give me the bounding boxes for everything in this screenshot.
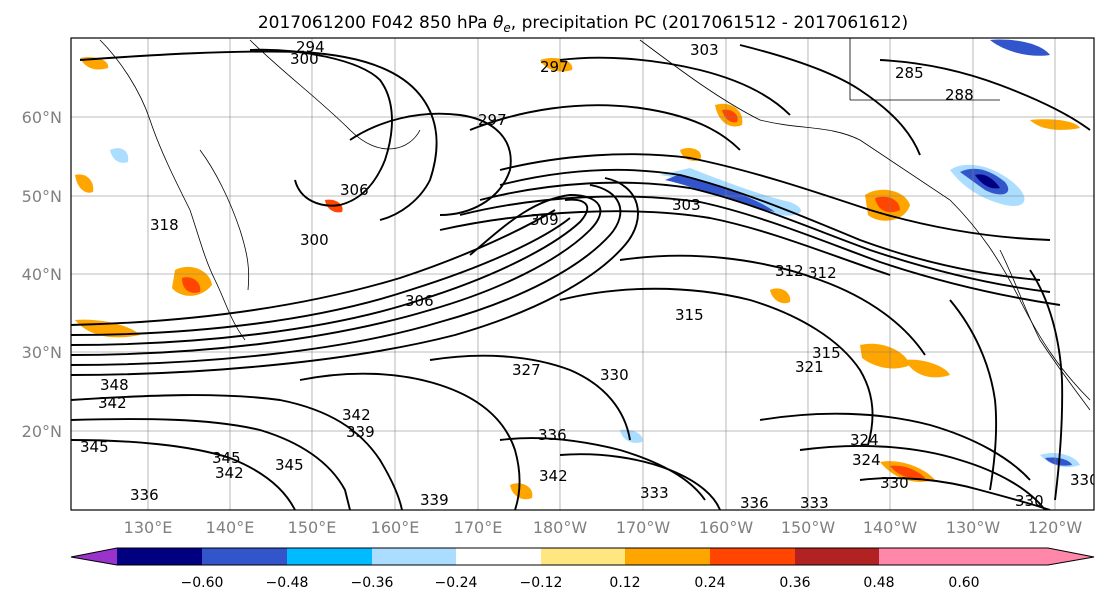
contour-label: 315: [675, 306, 704, 324]
colorbar-tick-label: −0.12: [520, 575, 563, 591]
colorbar-swatch: [879, 548, 964, 565]
colorbar-tick-label: −0.24: [435, 575, 478, 591]
contour-label: 306: [340, 181, 369, 199]
contour-label: 336: [538, 426, 567, 444]
contour-label: 288: [945, 86, 974, 104]
contour-label: 333: [640, 484, 669, 502]
lon-label: 130°E: [124, 518, 173, 537]
contour-label: 330: [1070, 471, 1099, 489]
lon-label: 130°W: [946, 518, 1001, 537]
contour-label: 324: [850, 431, 879, 449]
title-main: 2017061200 F042 850 hPa: [258, 13, 493, 33]
colorbar-extend-min: [71, 548, 117, 565]
colorbar-tick-label: 0.60: [948, 575, 979, 591]
lon-label: 180°W: [533, 518, 588, 537]
contour-label: 285: [895, 64, 924, 82]
colorbar-swatch: [795, 548, 879, 565]
colorbar-outline: [70, 547, 1095, 566]
contour-label: 342: [215, 464, 244, 482]
contour-label: 336: [130, 486, 159, 504]
colorbar-tick-label: 0.36: [779, 575, 810, 591]
chart-title: 2017061200 F042 850 hPa θe, precipitatio…: [258, 13, 908, 35]
contour-label: 348: [100, 376, 129, 394]
lon-label: 140°W: [863, 518, 918, 537]
lat-label: 20°N: [22, 422, 62, 441]
contour-label: 345: [80, 438, 109, 456]
lat-label: 50°N: [22, 187, 62, 206]
contour-label: 330: [880, 474, 909, 492]
colorbar-tick-label: −0.36: [351, 575, 394, 591]
theta-e-contours: [71, 44, 1091, 510]
contour-labels: 294 297 300 285 288 297 303 306 306 300 …: [80, 38, 1099, 512]
contour-label: 333: [800, 494, 829, 512]
colorbar-extend-max: [964, 548, 1094, 565]
title-theta: θ: [493, 13, 504, 33]
lon-label: 160°W: [699, 518, 754, 537]
colorbar-swatch: [456, 548, 541, 565]
contour-label: 330: [600, 366, 629, 384]
contour-label: 345: [212, 449, 241, 467]
contour-label: 339: [420, 491, 449, 509]
contour-label: 312: [808, 264, 837, 282]
lat-label: 30°N: [22, 343, 62, 362]
lon-label: 170°E: [454, 518, 503, 537]
colorbar-tick-label: −0.48: [266, 575, 309, 591]
contour-label: 297: [540, 58, 569, 76]
title-subscript: e: [503, 21, 510, 35]
contour-label: 324: [852, 451, 881, 469]
contour-label: 303: [672, 196, 701, 214]
latitude-labels: 60°N 50°N 40°N 30°N 20°N: [22, 108, 62, 441]
contour-label: 345: [275, 456, 304, 474]
colorbar-tick-label: −0.60: [181, 575, 224, 591]
colorbar-swatch: [287, 548, 372, 565]
lon-label: 150°E: [288, 518, 337, 537]
colorbar-swatch: [372, 548, 456, 565]
lon-label: 160°E: [371, 518, 420, 537]
colorbar-tick-label: 0.24: [694, 575, 725, 591]
contour-label: 330: [1015, 492, 1044, 510]
lat-label: 60°N: [22, 108, 62, 127]
contour-label: 312: [775, 262, 804, 280]
contour-label: 297: [478, 111, 507, 129]
lon-label: 120°W: [1028, 518, 1083, 537]
lon-label: 150°W: [781, 518, 836, 537]
colorbar-swatch: [625, 548, 710, 565]
contour-label: 294: [296, 38, 325, 56]
colorbar-tick-label: 0.48: [863, 575, 894, 591]
map-frame: [70, 37, 1095, 511]
contour-label: 342: [539, 467, 568, 485]
colorbar: −0.60 −0.48 −0.36 −0.24 −0.12 0.12 0.24 …: [70, 547, 1095, 591]
contour-label: 342: [98, 394, 127, 412]
contour-label: 336: [740, 494, 769, 512]
contour-label: 309: [530, 211, 559, 229]
contour-label: 303: [690, 41, 719, 59]
map-panel: 294 297 300 285 288 297 303 306 306 300 …: [70, 37, 1099, 512]
colorbar-swatch: [202, 548, 287, 565]
contour-label: 315: [812, 344, 841, 362]
contour-label: 339: [346, 423, 375, 441]
contour-label: 342: [342, 406, 371, 424]
lat-label: 40°N: [22, 265, 62, 284]
contour-label: 306: [405, 292, 434, 310]
contour-label: 300: [300, 231, 329, 249]
contour-label: 321: [795, 358, 824, 376]
title-rest: , precipitation PC (2017061512 - 2017061…: [511, 13, 908, 33]
lon-label: 170°W: [616, 518, 671, 537]
lon-label: 140°E: [206, 518, 255, 537]
colorbar-swatch: [117, 548, 202, 565]
colorbar-swatch: [541, 548, 625, 565]
colorbar-swatch: [710, 548, 795, 565]
longitude-labels: 130°E 140°E 150°E 160°E 170°E 180°W 170°…: [124, 518, 1083, 537]
contour-label: 318: [150, 216, 179, 234]
contour-label: 327: [512, 361, 541, 379]
contour-label: 300: [290, 50, 319, 68]
colorbar-tick-label: 0.12: [609, 575, 640, 591]
